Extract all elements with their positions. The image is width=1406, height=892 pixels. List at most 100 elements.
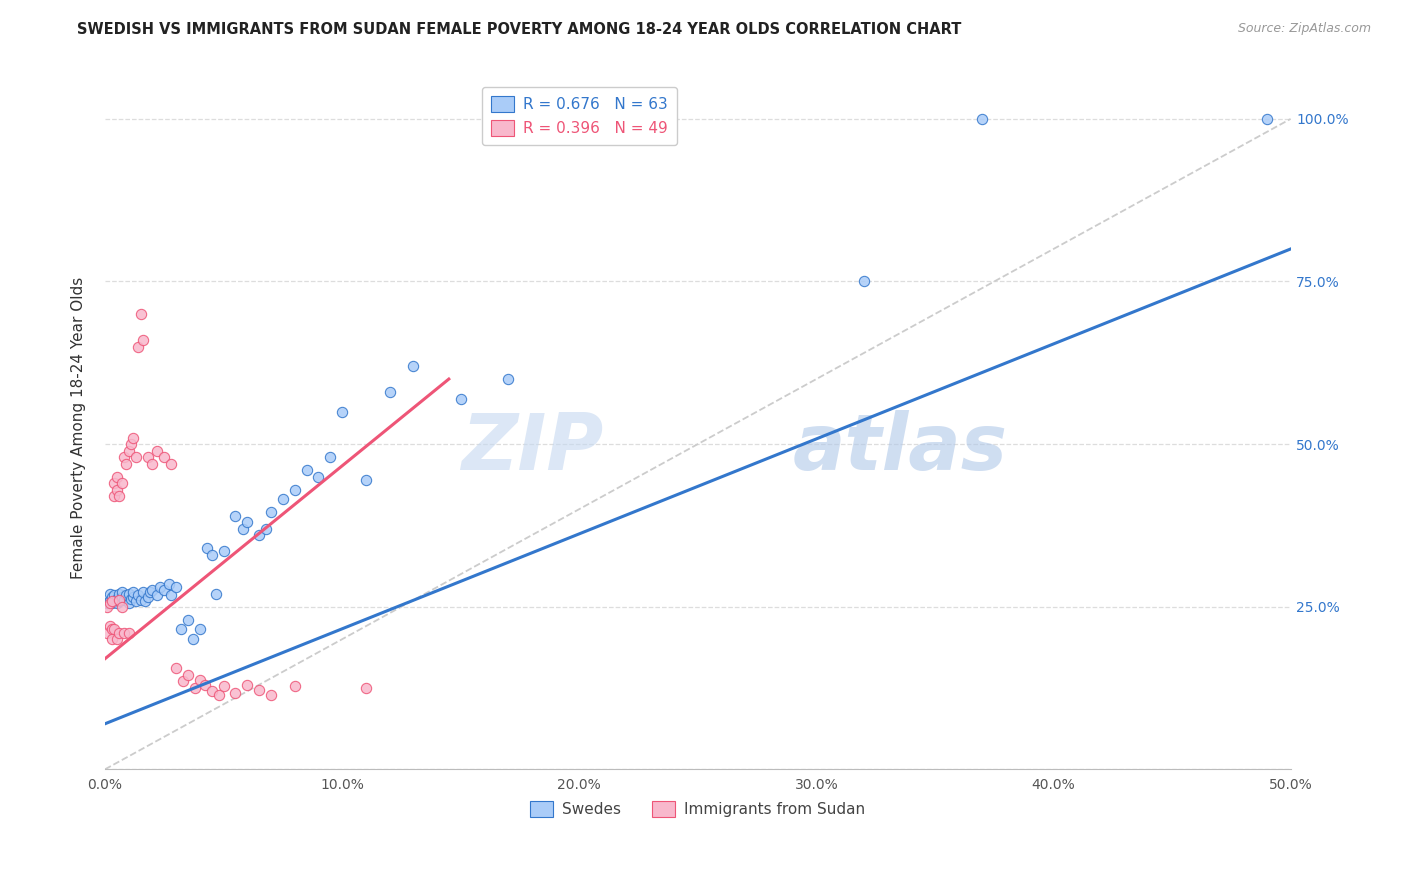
Point — [118, 443, 141, 458]
Point — [105, 632, 128, 647]
Point — [110, 590, 132, 604]
Point — [972, 112, 994, 126]
Point — [153, 450, 176, 464]
Point — [115, 588, 138, 602]
Point — [139, 585, 162, 599]
Point — [201, 684, 224, 698]
Point — [146, 443, 169, 458]
Point — [122, 431, 145, 445]
Point — [141, 457, 163, 471]
Point — [271, 492, 294, 507]
Point — [236, 515, 259, 529]
Point — [136, 450, 159, 464]
Point — [181, 632, 204, 647]
Text: Source: ZipAtlas.com: Source: ZipAtlas.com — [1237, 22, 1371, 36]
Point — [568, 112, 591, 126]
Point — [125, 450, 148, 464]
Point — [105, 483, 128, 497]
Point — [236, 678, 259, 692]
Point — [188, 623, 211, 637]
Point — [852, 275, 875, 289]
Point — [98, 587, 121, 601]
Text: ZIP: ZIP — [461, 410, 603, 486]
Point — [284, 679, 307, 693]
Point — [260, 688, 283, 702]
Point — [103, 588, 125, 602]
Point — [118, 625, 141, 640]
Point — [110, 585, 132, 599]
Y-axis label: Female Poverty Among 18-24 Year Olds: Female Poverty Among 18-24 Year Olds — [72, 277, 86, 579]
Point — [136, 590, 159, 604]
Point — [118, 597, 141, 611]
Point — [160, 588, 183, 602]
Point — [205, 587, 228, 601]
Point — [153, 583, 176, 598]
Point — [148, 580, 170, 594]
Point — [112, 625, 135, 640]
Text: atlas: atlas — [793, 410, 1008, 486]
Point — [284, 483, 307, 497]
Point — [103, 594, 125, 608]
Point — [101, 590, 124, 604]
Point — [120, 591, 142, 606]
Point — [108, 594, 131, 608]
Point — [247, 528, 270, 542]
Point — [108, 489, 131, 503]
Point — [98, 597, 121, 611]
Point — [96, 599, 118, 614]
Point — [319, 450, 342, 464]
Point — [177, 613, 200, 627]
Point — [165, 580, 187, 594]
Point — [1256, 112, 1278, 126]
Point — [354, 473, 377, 487]
Point — [122, 590, 145, 604]
Point — [254, 522, 277, 536]
Point — [101, 632, 124, 647]
Point — [141, 583, 163, 598]
Point — [110, 599, 132, 614]
Point — [212, 679, 235, 693]
Point — [194, 678, 217, 692]
Point — [108, 625, 131, 640]
Point — [378, 385, 401, 400]
Point — [105, 591, 128, 606]
Point — [354, 681, 377, 695]
Text: SWEDISH VS IMMIGRANTS FROM SUDAN FEMALE POVERTY AMONG 18-24 YEAR OLDS CORRELATIO: SWEDISH VS IMMIGRANTS FROM SUDAN FEMALE … — [77, 22, 962, 37]
Point — [101, 597, 124, 611]
Point — [157, 577, 180, 591]
Point — [208, 688, 231, 702]
Point — [108, 587, 131, 601]
Point — [127, 339, 149, 353]
Point — [224, 508, 246, 523]
Point — [105, 597, 128, 611]
Point — [231, 522, 253, 536]
Point — [177, 668, 200, 682]
Point — [172, 674, 194, 689]
Point — [103, 489, 125, 503]
Point — [127, 588, 149, 602]
Point — [108, 593, 131, 607]
Point — [98, 619, 121, 633]
Point — [112, 593, 135, 607]
Point — [115, 457, 138, 471]
Point — [98, 593, 121, 607]
Point — [146, 588, 169, 602]
Point — [132, 333, 155, 347]
Point — [96, 597, 118, 611]
Point — [450, 392, 472, 406]
Point — [134, 594, 156, 608]
Point — [188, 673, 211, 687]
Point — [110, 476, 132, 491]
Point — [132, 585, 155, 599]
Point — [129, 593, 152, 607]
Point — [201, 548, 224, 562]
Point — [212, 544, 235, 558]
Point — [247, 682, 270, 697]
Point — [195, 541, 218, 556]
Point — [125, 594, 148, 608]
Point — [118, 587, 141, 601]
Point — [101, 623, 124, 637]
Point — [101, 594, 124, 608]
Point — [165, 661, 187, 675]
Point — [260, 505, 283, 519]
